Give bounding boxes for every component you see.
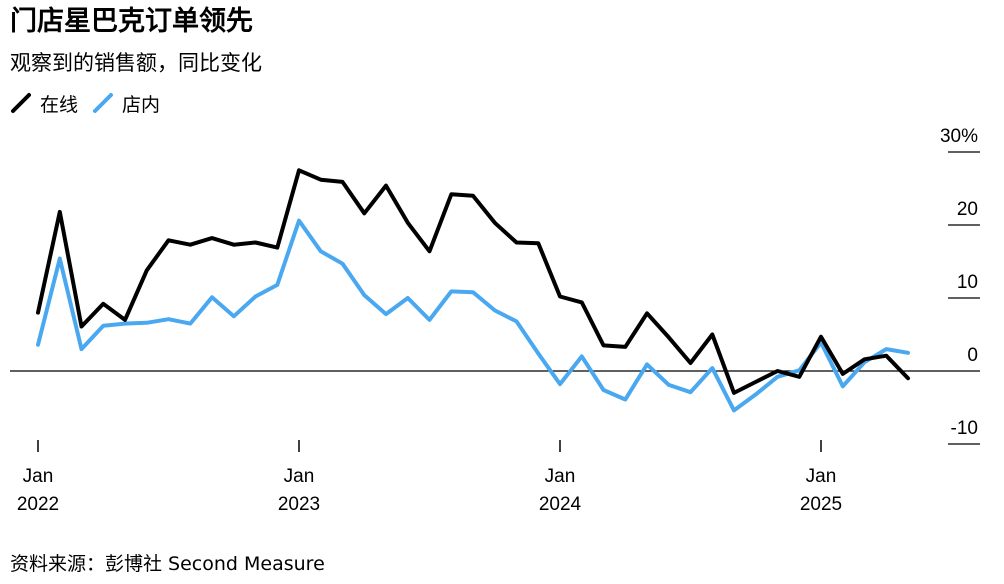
- legend-swatch-online: [11, 93, 31, 113]
- legend-label-online: 在线: [40, 93, 79, 116]
- legend-item-online: 在线: [10, 90, 78, 117]
- source-note: 资料来源：彭博社 Second Measure: [10, 553, 325, 575]
- x-tick-month: Jan: [23, 466, 54, 487]
- series-lines: [36, 168, 910, 413]
- x-axis: Jan 2022 Jan 2023 Jan 2024 Jan 2025: [17, 440, 842, 515]
- chart-title: 门店星巴克订单领先: [10, 6, 253, 37]
- x-tick-year: 2025: [800, 494, 842, 515]
- chart-subtitle: 观察到的销售额，同比变化: [10, 51, 262, 75]
- y-tick-label: 10: [957, 272, 978, 293]
- series-line-online: [36, 168, 910, 395]
- y-tick-label: 20: [957, 199, 978, 220]
- y-axis: 30% 20 10 0 -10: [10, 126, 980, 445]
- x-tick-year: 2022: [17, 494, 59, 515]
- x-tick-month: Jan: [545, 466, 576, 487]
- x-tick-month: Jan: [806, 466, 837, 487]
- y-tick-label: -10: [951, 418, 978, 439]
- legend-label-instore: 店内: [122, 93, 161, 116]
- legend-item-instore: 店内: [92, 90, 160, 117]
- x-tick-month: Jan: [284, 466, 315, 487]
- x-tick-year: 2023: [278, 494, 320, 515]
- legend: 在线 店内: [10, 89, 174, 117]
- y-tick-label: 30%: [940, 126, 978, 147]
- y-tick-label: 0: [967, 345, 978, 366]
- x-tick-year: 2024: [539, 494, 582, 515]
- series-line-instore: [36, 218, 910, 413]
- legend-swatch-instore: [93, 93, 114, 113]
